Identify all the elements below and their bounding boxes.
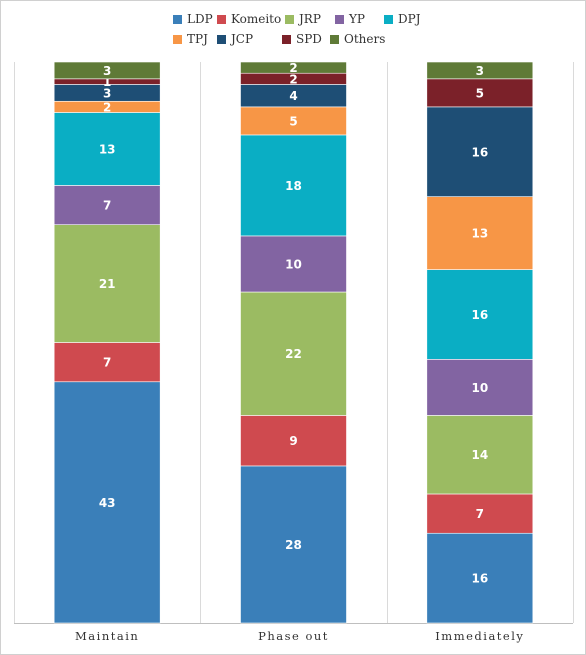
legend-label: Others xyxy=(344,32,386,46)
bar-segment-dpj xyxy=(240,134,347,237)
bar-segment-yp xyxy=(426,359,534,416)
legend-item-jcp: JCP xyxy=(217,31,253,47)
legend-label: JRP xyxy=(299,12,321,26)
data-label: 7 xyxy=(103,356,111,370)
data-label: 16 xyxy=(471,145,488,159)
legend-item-dpj: DPJ xyxy=(384,11,421,27)
legend-swatch xyxy=(282,34,291,44)
bar-segment-ldp xyxy=(53,381,161,624)
legend-item-yp: YP xyxy=(335,11,365,27)
bar-segment-ldp xyxy=(240,465,347,624)
bar-segment-jrp xyxy=(426,415,534,495)
data-label: 5 xyxy=(289,114,297,128)
bar-segment-jrp xyxy=(240,291,347,416)
legend-label: LDP xyxy=(187,12,213,26)
bar-segment-spd xyxy=(426,78,534,108)
data-label: 21 xyxy=(99,277,116,291)
data-label: 13 xyxy=(99,142,116,156)
bar-segment-dpj xyxy=(426,269,534,360)
data-label: 7 xyxy=(103,199,111,213)
bar-segment-yp xyxy=(53,185,161,225)
bar-segment-others xyxy=(53,61,161,80)
data-label: 1 xyxy=(103,75,111,89)
bar-segment-komeito xyxy=(53,342,161,383)
bar-segment-yp xyxy=(240,235,347,293)
data-label: 13 xyxy=(471,227,488,241)
data-label: 10 xyxy=(285,257,302,271)
legend-swatch xyxy=(330,34,339,44)
data-label: 18 xyxy=(285,179,302,193)
legend-swatch xyxy=(217,34,226,44)
data-label: 2 xyxy=(289,72,297,86)
legend-item-ldp: LDP xyxy=(173,11,213,27)
legend-item-komeito: Komeito xyxy=(217,11,281,27)
bar-segment-dpj xyxy=(53,112,161,186)
bar-segment-komeito xyxy=(240,415,347,467)
legend-item-others: Others xyxy=(330,31,385,47)
data-label: 43 xyxy=(99,496,116,510)
data-label: 4 xyxy=(289,89,297,103)
legend-swatch xyxy=(173,34,182,44)
legend-swatch xyxy=(217,14,226,24)
legend-swatch xyxy=(285,14,294,24)
bar-segment-jrp xyxy=(53,224,161,343)
legend-label: YP xyxy=(349,12,365,26)
data-label: 22 xyxy=(285,347,302,361)
legend-item-spd: SPD xyxy=(282,31,322,47)
legend-label: TPJ xyxy=(187,32,208,46)
legend-swatch xyxy=(384,14,393,24)
legend-swatch xyxy=(335,14,344,24)
data-label: 3 xyxy=(103,86,111,100)
legend-swatch xyxy=(173,14,182,24)
data-label: 3 xyxy=(476,64,484,78)
data-label: 28 xyxy=(285,538,302,552)
bar-segment-others xyxy=(426,61,534,80)
legend-label: SPD xyxy=(296,32,322,46)
data-label: 3 xyxy=(103,64,111,78)
legend-label: DPJ xyxy=(398,12,421,26)
data-label: 16 xyxy=(471,572,488,586)
bar-segment-tpj xyxy=(426,196,534,270)
x-tick-label: Phase out xyxy=(258,629,329,643)
legend-item-tpj: TPJ xyxy=(173,31,208,47)
bar-segment-jcp xyxy=(426,106,534,197)
data-label: 10 xyxy=(471,381,488,395)
x-tick-label: Maintain xyxy=(75,629,139,643)
bar-segment-tpj xyxy=(240,106,347,136)
legend-item-jrp: JRP xyxy=(285,11,321,27)
bar-segment-ldp xyxy=(426,532,534,624)
legend-label: JCP xyxy=(231,32,254,46)
bar-segment-komeito xyxy=(426,493,534,534)
data-label: 2 xyxy=(103,100,111,114)
data-label: 2 xyxy=(289,61,297,75)
data-label: 14 xyxy=(471,448,488,462)
data-label: 5 xyxy=(476,86,484,100)
data-label: 9 xyxy=(289,434,297,448)
x-tick-label: Immediately xyxy=(435,629,524,643)
bar-segment-others xyxy=(240,61,347,74)
data-label: 16 xyxy=(471,308,488,322)
data-label: 7 xyxy=(476,507,484,521)
legend-label: Komeito xyxy=(231,12,282,26)
